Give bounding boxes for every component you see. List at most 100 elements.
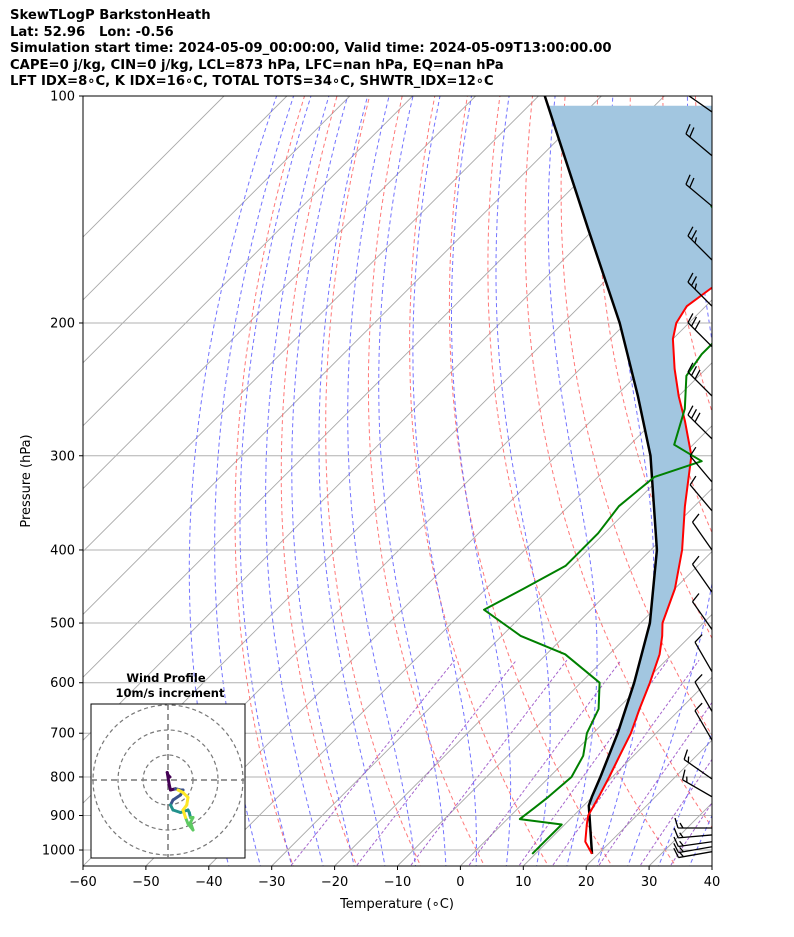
barb-flag <box>690 408 698 419</box>
isotherm-line <box>460 613 712 866</box>
isotherm-line <box>397 550 712 866</box>
wind-barb <box>687 226 712 261</box>
moist-adiabat-line <box>188 96 278 866</box>
hodograph-trace <box>165 771 195 832</box>
y-tick-label: 100 <box>50 90 75 105</box>
y-tick-label: 1000 <box>42 844 75 859</box>
y-tick-label: 400 <box>50 543 75 558</box>
x-axis-ticks: −60 −50 −40 −30 −20 −10 0 10 20 30 40 <box>69 866 720 890</box>
moist-adiabat-line <box>378 96 447 866</box>
parcel-line <box>543 96 659 854</box>
barb-flag <box>694 634 703 643</box>
moist-adiabat-line <box>214 96 295 866</box>
moist-adiabat-line <box>291 96 355 866</box>
x-tick-label: −20 <box>321 875 348 890</box>
isotherm-line <box>83 96 665 678</box>
isotherm-line <box>83 96 225 238</box>
wind-barb <box>691 593 712 630</box>
y-tick-label: 900 <box>50 809 75 824</box>
y-tick-label: 700 <box>50 727 75 742</box>
moist-adiabat-line <box>451 96 512 866</box>
y-axis-ticks: 100 200 300 400 500 600 700 800 900 1000 <box>42 90 83 859</box>
barb-flag <box>690 276 698 286</box>
mixing-ratio-line <box>551 659 700 866</box>
mixing-ratio-line <box>355 659 517 866</box>
isotherm-line <box>711 865 712 866</box>
barb-flag <box>694 369 701 380</box>
barb-flag <box>689 127 695 138</box>
x-tick-label: −30 <box>258 875 285 890</box>
barb-staff <box>691 601 712 630</box>
barb-flag <box>691 555 700 565</box>
barb-flag <box>674 817 679 829</box>
barb-flag <box>673 836 679 847</box>
wind-barb <box>673 847 712 859</box>
barb-flag <box>673 827 679 839</box>
barb-staff <box>685 183 712 207</box>
time-line: Simulation start time: 2024-05-09_00:00:… <box>10 41 612 57</box>
barb-flag <box>691 593 700 603</box>
isotherm-line <box>208 362 712 866</box>
isotherm-line <box>145 299 712 866</box>
barb-staff <box>683 758 712 780</box>
barb-staff <box>691 521 712 551</box>
barb-staff <box>685 133 712 157</box>
wind-barb <box>685 124 712 157</box>
moist-adiabat-line <box>239 96 312 866</box>
hodograph-segment <box>171 793 182 802</box>
x-tick-label: −10 <box>384 875 411 890</box>
dry-adiabat-line <box>761 96 794 869</box>
isotherm-line <box>83 96 476 490</box>
wind-barb <box>691 513 712 551</box>
barb-flag <box>681 769 686 780</box>
barb-flag <box>690 229 698 240</box>
hodograph-title: Wind Profile <box>126 671 206 685</box>
temperature-line <box>584 286 712 855</box>
barb-flag <box>694 412 701 423</box>
y-tick-label: 800 <box>50 770 75 785</box>
wind-barb <box>694 702 712 741</box>
barb-flag <box>673 843 680 853</box>
barb-flag <box>687 362 694 373</box>
x-tick-label: 20 <box>578 875 595 890</box>
x-tick-label: −60 <box>69 875 96 890</box>
x-tick-label: 10 <box>515 875 532 890</box>
cape-line: CAPE=0 j/kg, CIN=0 j/kg, LCL=873 hPa, LF… <box>10 57 504 73</box>
barb-staff <box>687 371 712 397</box>
isotherm-line <box>775 96 794 866</box>
cape-fill-area <box>547 105 712 806</box>
y-tick-label: 200 <box>50 316 75 331</box>
barb-staff <box>689 484 712 512</box>
barb-flag <box>679 851 684 858</box>
barb-staff <box>687 414 712 440</box>
barb-flag <box>684 83 687 93</box>
moist-adiabat-line <box>412 96 477 866</box>
barb-flag <box>694 283 698 290</box>
dewpoint-line <box>483 203 712 855</box>
isotherm-line <box>83 96 351 364</box>
barb-staff <box>678 834 712 839</box>
x-tick-label: −40 <box>195 875 222 890</box>
barb-flag <box>679 846 684 853</box>
dry-adiabat-line <box>409 96 549 866</box>
wind-barb <box>673 827 712 839</box>
hodograph-rings <box>91 704 245 858</box>
y-axis-label: Pressure (hPa) <box>19 434 34 527</box>
location-line: Lat: 52.96 Lon: -0.56 <box>10 24 174 40</box>
hodograph-segment <box>165 771 171 787</box>
wind-barb <box>687 272 712 307</box>
barb-flag <box>690 366 698 376</box>
mixing-ratio-line <box>409 659 568 866</box>
x-tick-label: −50 <box>132 875 159 890</box>
y-tick-label: 600 <box>50 676 75 691</box>
barb-flag <box>690 316 698 327</box>
hodograph-segment <box>176 788 185 794</box>
moist-adiabat-line <box>318 96 386 866</box>
mixing-ratio-line <box>669 801 712 866</box>
barb-flag <box>687 272 694 283</box>
chart-header: SkewTLogP BarkstonHeath Lat: 52.96 Lon: … <box>10 8 612 91</box>
barb-staff <box>694 641 712 672</box>
hodograph-inset: Wind Profile 10m/s increment <box>90 671 246 859</box>
barb-staff <box>687 322 712 348</box>
